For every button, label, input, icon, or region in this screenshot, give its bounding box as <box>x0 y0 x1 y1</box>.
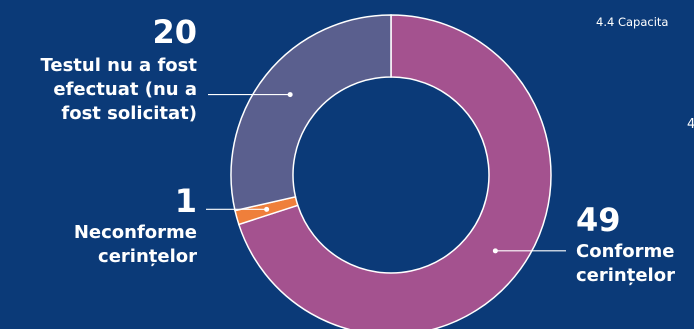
label-not-tested: 20 Testul nu a fost efectuat (nu a fost … <box>0 13 198 126</box>
slice-not-tested <box>230 14 392 212</box>
category-conforming: Conforme cerințelor <box>576 241 675 286</box>
value-nonconforming: 1 <box>174 182 197 220</box>
leader-nonconforming-dot <box>264 206 270 212</box>
section-number-fragment: 4 <box>687 117 694 132</box>
value-not-tested: 20 <box>152 13 197 51</box>
leader-not-tested-dot <box>287 92 293 98</box>
section-title: 4.4 Capacita <box>596 15 669 29</box>
leader-conforming-dot <box>492 248 498 254</box>
value-conforming: 49 <box>576 201 621 239</box>
category-nonconforming: Neconforme cerințelor <box>73 222 197 267</box>
label-nonconforming: 1 Neconforme cerințelor <box>47 185 197 269</box>
slice-conforming <box>237 14 552 329</box>
label-conforming: 49 Conforme cerințelor <box>576 204 694 288</box>
category-not-tested: Testul nu a fost efectuat (nu a fost sol… <box>40 55 198 124</box>
